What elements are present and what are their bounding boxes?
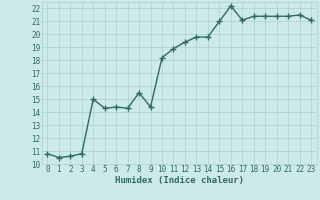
X-axis label: Humidex (Indice chaleur): Humidex (Indice chaleur) <box>115 176 244 185</box>
